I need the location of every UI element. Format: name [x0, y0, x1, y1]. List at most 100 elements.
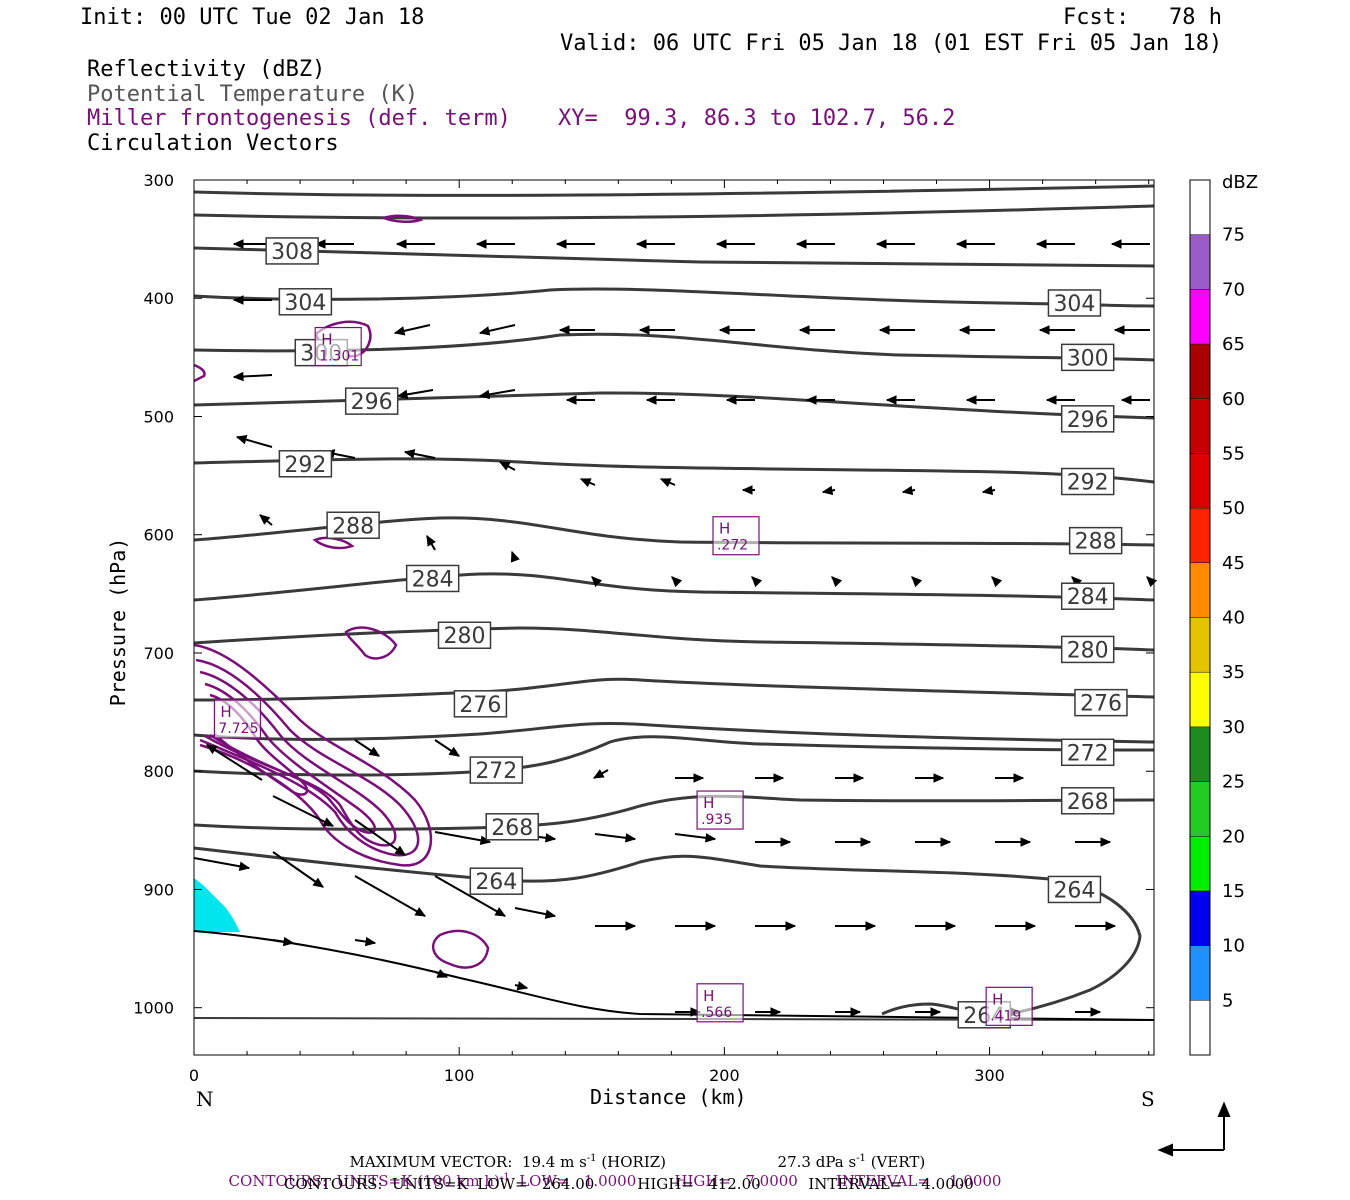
- colorbar-segment: [1190, 726, 1210, 782]
- vector-shaft: [354, 819, 406, 856]
- theta-contour: [194, 735, 1154, 777]
- vector-head: [878, 325, 890, 335]
- theta-label: 276: [459, 693, 501, 718]
- theta-label-box: [1047, 875, 1102, 904]
- vector-head: [558, 325, 570, 335]
- theta-label-box: [344, 387, 399, 415]
- vector-head: [1105, 921, 1117, 931]
- vector-head: [715, 239, 727, 249]
- vector-head: [498, 461, 511, 471]
- theta-contours: [194, 184, 1154, 1021]
- colorbar-segment: [1190, 562, 1210, 618]
- vector-shaft: [272, 795, 334, 827]
- vector-head: [312, 877, 325, 888]
- vector-head: [259, 514, 271, 525]
- vector-head: [510, 550, 520, 563]
- vector-head: [955, 239, 967, 249]
- frontogenesis-contour: [344, 626, 398, 660]
- theta-label: 304: [284, 291, 326, 316]
- vector-head: [659, 478, 672, 488]
- vector-head: [1038, 325, 1050, 335]
- maximum-marker: H: [703, 794, 714, 812]
- vector-head: [1020, 837, 1032, 847]
- colorbar-segment: [1190, 508, 1210, 563]
- vector-head: [795, 239, 807, 249]
- theta-label: 288: [1075, 530, 1117, 555]
- vector-head: [238, 861, 251, 871]
- colorbar-bottom-segment: [1190, 1000, 1210, 1055]
- theta-label-box: [1060, 787, 1115, 815]
- colorbar-title: dBZ: [1222, 172, 1258, 193]
- vector-head: [853, 773, 865, 783]
- frontogenesis-contour: [195, 658, 420, 857]
- vector-head: [314, 239, 326, 249]
- vector-head: [555, 239, 567, 249]
- theta-contour: [194, 626, 1154, 652]
- y-tick-label: 800: [143, 762, 174, 781]
- y-axis-title: Pressure (hPa): [106, 537, 130, 707]
- vector-head: [232, 295, 244, 305]
- colorbar-segment: [1190, 344, 1210, 399]
- y-tick-label: 500: [143, 407, 174, 426]
- maximum-value: 7.725: [218, 721, 258, 737]
- theta-label-box: [469, 867, 524, 895]
- vector-head: [945, 921, 957, 931]
- vector-head: [741, 485, 753, 495]
- theta-label: 288: [332, 514, 374, 539]
- theta-label-box: [405, 564, 460, 593]
- vector-head: [1100, 837, 1112, 847]
- y-tick-label: 400: [143, 289, 174, 308]
- theta-label: 284: [1067, 585, 1109, 610]
- vector-head: [865, 921, 877, 931]
- valid-time: Valid: 06 UTC Fri 05 Jan 18 (01 EST Fri …: [560, 31, 1223, 56]
- vector-head: [426, 534, 436, 547]
- reference-vector-icon: [1157, 1101, 1231, 1157]
- colorbar-segment: [1190, 672, 1210, 727]
- theta-label-box: [1060, 738, 1115, 767]
- colorbar-label: 50: [1222, 498, 1245, 519]
- maximum-box: [985, 986, 1033, 1026]
- colorbar: 5 10 15 20 25 30 35 40 45 50 55 60 65 70 75 dBZ: [1189, 172, 1258, 1056]
- vector-head: [1120, 395, 1132, 405]
- theta-label: 308: [271, 240, 313, 265]
- colorbar-label: 70: [1222, 279, 1245, 300]
- maximum-box: [712, 516, 760, 556]
- theta-contour: [194, 204, 1154, 220]
- footer-vert-vector: 27.3 dPa s-1 (VERT): [777, 1153, 926, 1171]
- theta-label-box: [437, 621, 492, 649]
- vector-head: [592, 769, 605, 779]
- vector-head: [516, 981, 529, 991]
- field-reflectivity-label: Reflectivity (dBZ): [87, 57, 326, 82]
- vector-head: [205, 744, 218, 755]
- colorbar-label: 5: [1222, 990, 1233, 1011]
- vector-head: [544, 909, 557, 919]
- vector-head: [798, 325, 810, 335]
- vector-head: [981, 485, 994, 496]
- field-frontogenesis-label: Miller frontogenesis (def. term): [87, 106, 511, 131]
- vector-head: [958, 325, 970, 335]
- theta-label-box: [1074, 688, 1128, 717]
- vector-head: [704, 833, 717, 843]
- colorbar-label: 65: [1222, 334, 1245, 355]
- x-tick-label: 200: [709, 1066, 740, 1085]
- vector-head: [1035, 239, 1047, 249]
- vector-shaft: [206, 744, 263, 781]
- north-end-label: N: [196, 1087, 214, 1111]
- colorbar-label: 35: [1222, 662, 1245, 683]
- vector-head: [625, 921, 637, 931]
- maximum-box: [213, 699, 262, 739]
- theta-label: 276: [1080, 692, 1122, 717]
- maximum-marker: H: [220, 703, 231, 721]
- surface-line: [194, 930, 1154, 1021]
- maximum-box: [696, 983, 744, 1023]
- footer-theta-contours: CONTOURS: UNITS=K LOW= 264.00 HIGH= 412.…: [284, 1175, 974, 1193]
- maximum-value: .419: [990, 1008, 1021, 1024]
- vector-head: [860, 837, 872, 847]
- vector-head: [831, 576, 843, 588]
- colorbar-segment: [1190, 890, 1210, 946]
- vector-head: [991, 576, 1003, 588]
- theta-label: 272: [475, 759, 517, 784]
- vector-head: [1045, 395, 1057, 405]
- vector-head: [773, 773, 785, 783]
